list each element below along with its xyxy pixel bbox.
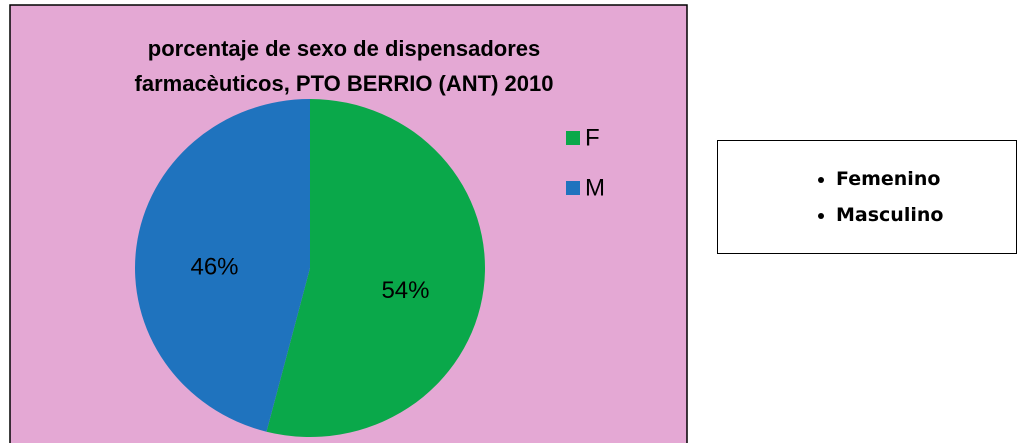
bullet-item: Masculino bbox=[836, 197, 1016, 233]
legend-label: F bbox=[585, 124, 600, 151]
data-label: 54% bbox=[381, 277, 429, 304]
text-box: Femenino Masculino bbox=[717, 140, 1017, 254]
data-label: 46% bbox=[190, 254, 238, 281]
bullet-list: Femenino Masculino bbox=[718, 161, 1016, 233]
pie-slice bbox=[266, 99, 485, 437]
pie-slice bbox=[134, 99, 310, 432]
legend-label: M bbox=[585, 174, 605, 201]
chart: porcentaje de sexo de dispensadores farm… bbox=[9, 4, 688, 443]
chart-title: farmacèuticos, PTO BERRIO (ANT) 2010 bbox=[135, 71, 554, 96]
bullet-item: Femenino bbox=[836, 161, 1016, 197]
legend-swatch bbox=[566, 131, 580, 145]
legend-swatch bbox=[566, 181, 580, 195]
chart-title: porcentaje de sexo de dispensadores bbox=[148, 36, 540, 61]
